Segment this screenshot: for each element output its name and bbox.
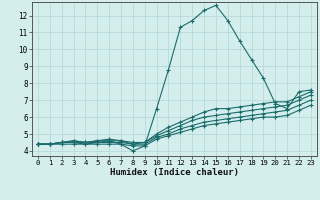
X-axis label: Humidex (Indice chaleur): Humidex (Indice chaleur) — [110, 168, 239, 177]
